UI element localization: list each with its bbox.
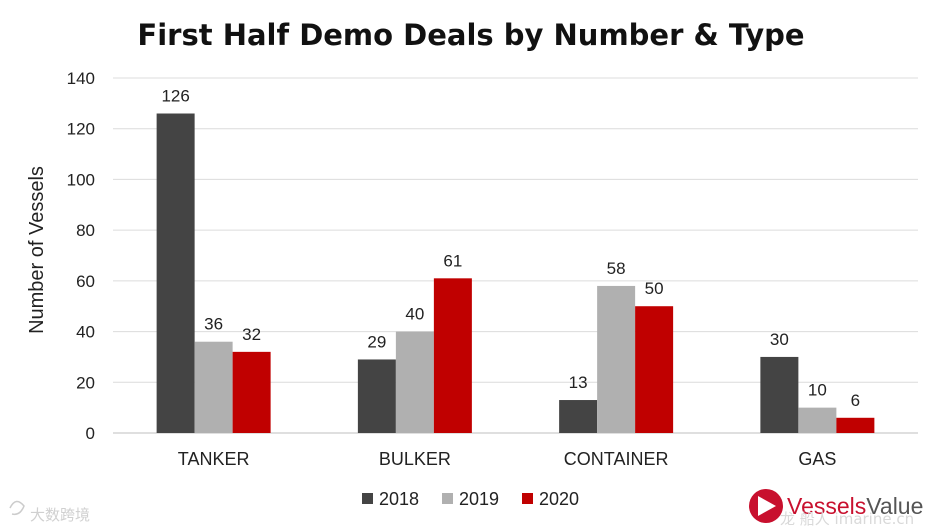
data-label: 32 (242, 325, 261, 344)
y-tick-label: 40 (76, 323, 95, 342)
x-category-label: GAS (798, 449, 836, 469)
y-tick-label: 0 (86, 424, 95, 443)
logo-play-icon (758, 496, 776, 516)
bar (836, 417, 875, 433)
watermark-right-text: 龙 船人 imarine.cn (780, 510, 914, 528)
data-label: 30 (770, 330, 789, 349)
data-label: 61 (443, 251, 462, 270)
legend: 2018 2019 2020 (362, 489, 579, 509)
data-label: 29 (367, 332, 386, 351)
logo-text-value: Value (866, 493, 923, 519)
data-label: 36 (204, 315, 223, 334)
x-category-label: CONTAINER (564, 449, 669, 469)
y-tick-label: 60 (76, 272, 95, 291)
y-tick-label: 140 (67, 69, 95, 88)
bar (433, 278, 472, 433)
bar (597, 285, 636, 433)
bar (395, 331, 434, 433)
bar (559, 400, 598, 433)
bar (357, 359, 396, 433)
y-axis-ticks: 0 20 40 60 80 100 120 140 (67, 69, 95, 443)
data-label: 6 (851, 391, 860, 410)
y-tick-label: 120 (67, 120, 95, 139)
legend-label: 2018 (379, 489, 419, 509)
y-tick-label: 100 (67, 170, 95, 189)
bar (760, 356, 799, 433)
data-label: 10 (808, 381, 827, 400)
bar-series (156, 113, 875, 433)
watermark-icon (9, 500, 25, 516)
logo-text-vessels: Vessels (787, 493, 866, 519)
data-label: 13 (569, 373, 588, 392)
data-label: 50 (645, 279, 664, 298)
legend-label: 2020 (539, 489, 579, 509)
bar (156, 113, 195, 433)
watermark-left-text: 大数跨境 (30, 506, 90, 524)
watermark-left: 大数跨境 (9, 500, 90, 524)
x-axis-categories: TANKER BULKER CONTAINER GAS (178, 449, 837, 469)
data-label: 40 (405, 305, 424, 324)
legend-label: 2019 (459, 489, 499, 509)
data-labels: 126 36 32 29 40 61 13 58 50 30 10 6 (161, 87, 860, 410)
x-category-label: BULKER (379, 449, 451, 469)
legend-swatch (442, 493, 453, 504)
legend-swatch (522, 493, 533, 504)
bar (194, 341, 233, 433)
y-tick-label: 80 (76, 221, 95, 240)
x-category-label: TANKER (178, 449, 250, 469)
data-label: 58 (607, 259, 626, 278)
y-tick-label: 20 (76, 373, 95, 392)
legend-swatch (362, 493, 373, 504)
data-label: 126 (161, 87, 189, 106)
logo-text: VesselsValue (787, 493, 923, 519)
vesselsvalue-logo: VesselsValue (749, 489, 923, 523)
bar (798, 407, 837, 433)
bar (232, 351, 271, 433)
chart-title: First Half Demo Deals by Number & Type (137, 18, 804, 52)
y-axis-label: Number of Vessels (26, 166, 48, 334)
bar (635, 306, 674, 433)
